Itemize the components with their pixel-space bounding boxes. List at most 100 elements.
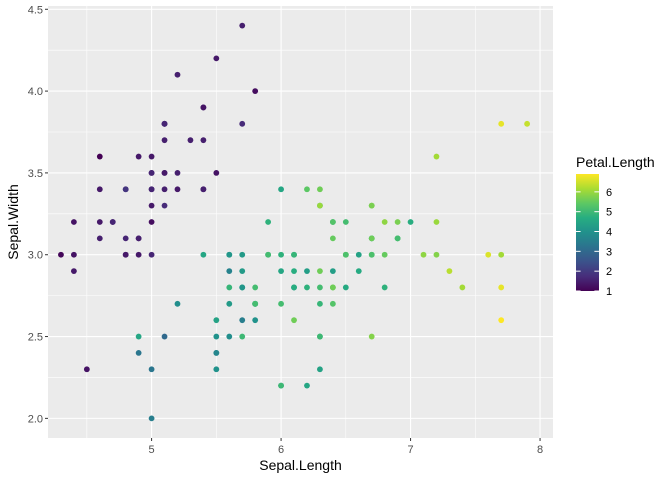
data-point — [459, 284, 466, 291]
data-point — [226, 333, 233, 340]
data-point — [239, 268, 246, 274]
data-point — [135, 333, 142, 340]
data-point — [213, 170, 220, 176]
data-point — [213, 317, 220, 324]
data-point — [148, 202, 155, 209]
data-point — [278, 268, 284, 274]
data-point — [433, 153, 440, 160]
y-axis: 2.0 2.5 3.0 3.5 4.0 4.5 — [28, 4, 48, 425]
y-tick-label: 3.0 — [28, 250, 43, 262]
data-point — [213, 333, 220, 340]
data-point — [317, 268, 323, 274]
data-point — [278, 382, 284, 389]
data-point — [226, 284, 233, 291]
data-point — [291, 284, 297, 291]
data-point — [70, 268, 77, 274]
data-point — [317, 333, 323, 340]
data-point — [304, 186, 310, 193]
data-point — [329, 268, 336, 274]
data-point — [148, 415, 155, 422]
data-point — [355, 268, 362, 274]
data-point — [252, 88, 259, 94]
data-point — [70, 219, 77, 225]
color-legend: Petal.Length 1 2 3 4 5 6 — [576, 154, 655, 298]
y-tick-label: 3.5 — [28, 168, 43, 180]
data-point — [122, 251, 129, 258]
data-point — [58, 251, 64, 258]
minor-gridlines — [48, 6, 553, 438]
legend-break-label: 4 — [606, 227, 612, 239]
data-point — [433, 251, 440, 258]
data-point — [148, 366, 155, 373]
data-point — [122, 186, 129, 193]
data-point — [161, 202, 168, 209]
y-tick-label: 4.5 — [28, 4, 43, 16]
data-point — [342, 219, 349, 225]
data-point — [174, 170, 181, 176]
legend-break-label: 3 — [606, 246, 612, 258]
data-point — [161, 333, 168, 340]
data-point — [187, 137, 194, 144]
legend-title: Petal.Length — [576, 154, 655, 170]
data-point — [200, 186, 207, 193]
data-point — [265, 219, 272, 225]
plot-panel — [48, 6, 553, 438]
data-point — [226, 268, 233, 274]
data-point — [226, 300, 233, 307]
data-point — [329, 284, 336, 291]
data-point — [148, 251, 155, 258]
y-tick-label: 4.0 — [28, 86, 43, 98]
data-point — [252, 284, 259, 291]
data-point — [200, 251, 207, 258]
data-point — [174, 300, 181, 307]
data-point — [83, 366, 90, 373]
data-point — [329, 235, 336, 242]
data-point — [252, 317, 259, 324]
data-point — [239, 317, 246, 324]
data-point — [96, 219, 103, 225]
data-point — [213, 55, 220, 62]
data-point — [239, 22, 246, 29]
data-point — [239, 284, 246, 291]
data-point — [317, 300, 323, 307]
data-point — [381, 284, 388, 291]
data-point — [148, 170, 155, 176]
data-point — [161, 186, 168, 193]
data-point — [278, 186, 284, 193]
data-point — [304, 284, 310, 291]
x-tick-label: 8 — [537, 444, 543, 456]
data-point — [213, 366, 220, 373]
data-point — [109, 219, 116, 225]
data-point — [135, 153, 142, 160]
data-point — [291, 317, 297, 324]
data-point — [498, 317, 505, 324]
data-point — [161, 170, 168, 176]
data-point — [498, 120, 505, 127]
data-point — [278, 251, 284, 258]
data-point — [446, 268, 453, 274]
x-axis: 5 6 7 8 — [149, 438, 543, 456]
legend-break-label: 5 — [606, 207, 612, 219]
data-point — [278, 300, 284, 307]
data-point — [498, 251, 505, 258]
data-point — [174, 186, 181, 193]
data-point — [135, 251, 142, 258]
data-point — [213, 350, 220, 356]
data-point — [304, 382, 310, 389]
data-point — [342, 251, 349, 258]
data-point — [342, 284, 349, 291]
data-point — [394, 235, 401, 242]
y-tick-label: 2.5 — [28, 332, 43, 344]
data-point — [485, 251, 492, 258]
data-point — [291, 251, 297, 258]
data-point — [148, 153, 155, 160]
data-point — [317, 284, 323, 291]
data-point — [96, 186, 103, 193]
data-point — [317, 366, 323, 373]
data-point — [200, 104, 207, 111]
data-point — [317, 186, 323, 193]
y-axis-title: Sepal.Width — [5, 184, 21, 259]
data-point — [420, 251, 427, 258]
data-point — [96, 153, 103, 160]
data-point — [148, 186, 155, 193]
